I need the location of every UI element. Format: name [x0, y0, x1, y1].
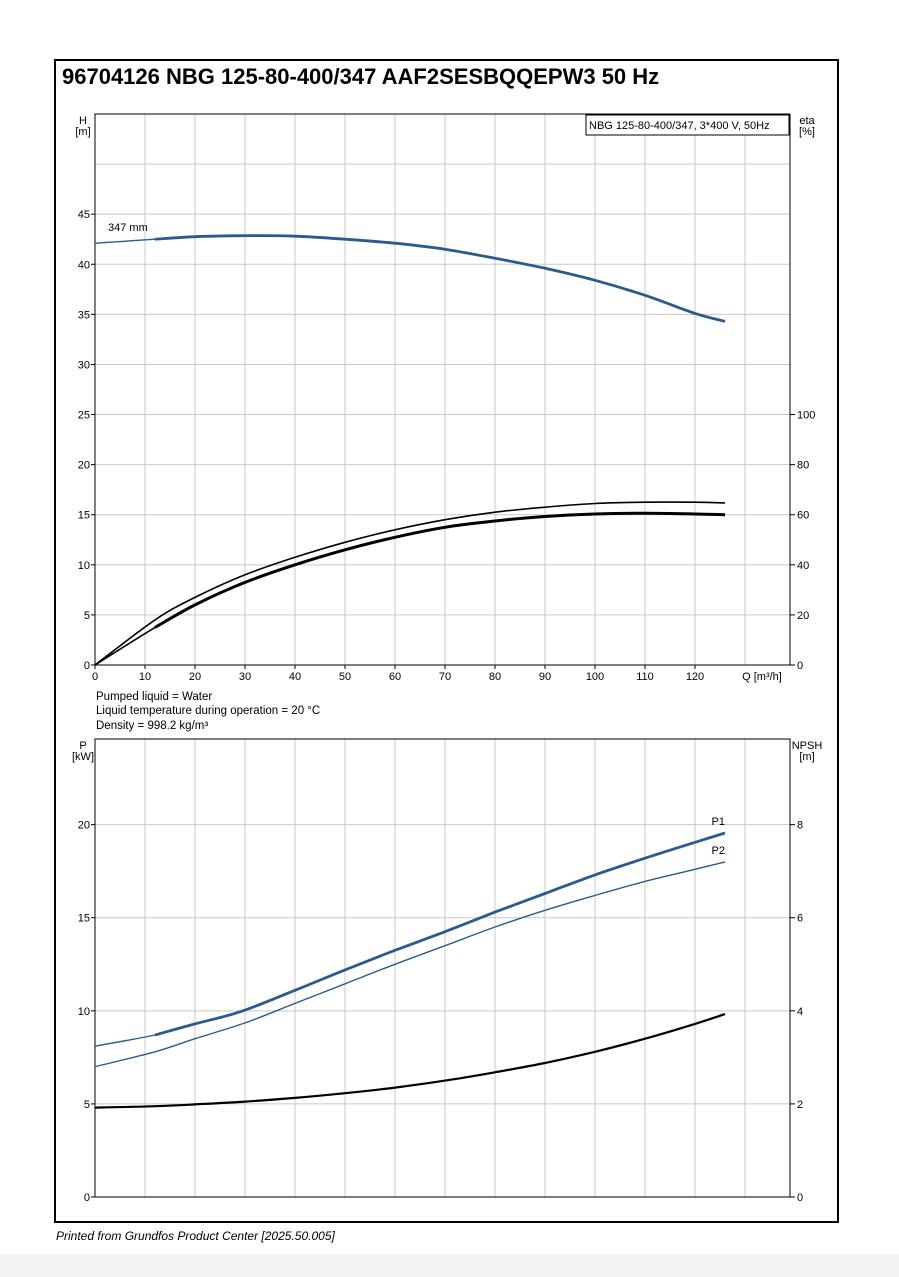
x-tick-label: 100 — [586, 671, 604, 683]
y-left-axis-unit: [m] — [75, 126, 90, 138]
y-right-tick-label: 4 — [797, 1006, 803, 1018]
y-left-tick-label: 20 — [78, 820, 90, 832]
x-tick-label: 110 — [636, 671, 654, 683]
x-tick-label: 90 — [539, 671, 551, 683]
x-tick-label: 80 — [489, 671, 501, 683]
y-left-tick-label: 5 — [84, 610, 90, 622]
y-left-tick-label: 45 — [78, 209, 90, 221]
y-left-tick-label: 35 — [78, 309, 90, 321]
y-right-tick-label: 0 — [797, 660, 803, 672]
y-left-axis-unit: [kW] — [72, 751, 94, 763]
series-label-1-0: P1 — [712, 816, 725, 828]
pumped-liquid-text: Pumped liquid = Water — [96, 691, 213, 703]
y-right-tick-label: 80 — [797, 460, 809, 472]
x-tick-label: 10 — [139, 671, 151, 683]
series-line-0-2 — [94, 512, 726, 666]
series-line-operating-0-0 — [154, 234, 726, 323]
legend-box — [585, 114, 790, 136]
y-right-tick-label: 8 — [797, 820, 803, 832]
series-line-0-1 — [94, 501, 726, 666]
y-right-tick-label: 6 — [797, 913, 803, 925]
y-right-tick-label: 0 — [797, 1192, 803, 1204]
footer-text: Printed from Grundfos Product Center [20… — [56, 1229, 335, 1243]
y-left-tick-label: 0 — [84, 660, 90, 672]
sheet-frame — [54, 59, 839, 1223]
liquid-temperature-text: Liquid temperature during operation = 20… — [96, 705, 321, 717]
series-line-1-1 — [94, 861, 726, 1068]
y-left-axis-label: H — [79, 115, 87, 127]
density-text: Density = 998.2 kg/m³ — [96, 720, 209, 732]
series-line-operating-0-2 — [154, 511, 726, 629]
y-left-tick-label: 0 — [84, 1192, 90, 1204]
y-right-tick-label: 100 — [797, 410, 815, 422]
y-left-tick-label: 25 — [78, 410, 90, 422]
x-tick-label: 30 — [239, 671, 251, 683]
y-left-tick-label: 15 — [78, 913, 90, 925]
y-left-tick-label: 40 — [78, 259, 90, 271]
x-tick-label: 50 — [339, 671, 351, 683]
plot-frame — [94, 113, 791, 666]
x-tick-label: 60 — [389, 671, 401, 683]
series-line-1-0 — [94, 832, 726, 1047]
x-tick-label: 40 — [289, 671, 301, 683]
y-left-tick-label: 15 — [78, 510, 90, 522]
y-left-tick-label: 10 — [78, 560, 90, 572]
x-axis-label: Q [m³/h] — [742, 671, 782, 683]
y-right-axis-unit: [%] — [799, 126, 815, 138]
series-label-0-0: 347 mm — [108, 222, 148, 234]
y-left-tick-label: 30 — [78, 359, 90, 371]
y-right-tick-label: 2 — [797, 1099, 803, 1111]
bottom-band — [0, 1254, 899, 1277]
y-right-axis-unit: [m] — [799, 751, 814, 763]
y-left-axis-label: P — [79, 740, 86, 752]
x-tick-label: 70 — [439, 671, 451, 683]
x-tick-label: 20 — [189, 671, 201, 683]
series-line-1-2 — [94, 1013, 726, 1109]
x-tick-label: 120 — [686, 671, 704, 683]
y-left-tick-label: 20 — [78, 460, 90, 472]
y-right-axis-label: eta — [799, 115, 815, 127]
series-label-1-1: P2 — [712, 845, 725, 857]
y-right-tick-label: 40 — [797, 560, 809, 572]
y-left-tick-label: 10 — [78, 1006, 90, 1018]
y-right-tick-label: 60 — [797, 510, 809, 522]
legend-box-text: NBG 125-80-400/347, 3*400 V, 50Hz — [589, 120, 770, 132]
x-tick-label: 0 — [92, 671, 98, 683]
plot-frame — [94, 738, 791, 1198]
y-right-axis-label: NPSH — [792, 740, 823, 752]
series-line-0-0 — [94, 234, 726, 323]
page-title: 96704126 NBG 125-80-400/347 AAF2SESBQQEP… — [62, 64, 660, 89]
y-left-tick-label: 5 — [84, 1099, 90, 1111]
series-line-operating-1-0 — [154, 831, 726, 1037]
y-right-tick-label: 20 — [797, 610, 809, 622]
